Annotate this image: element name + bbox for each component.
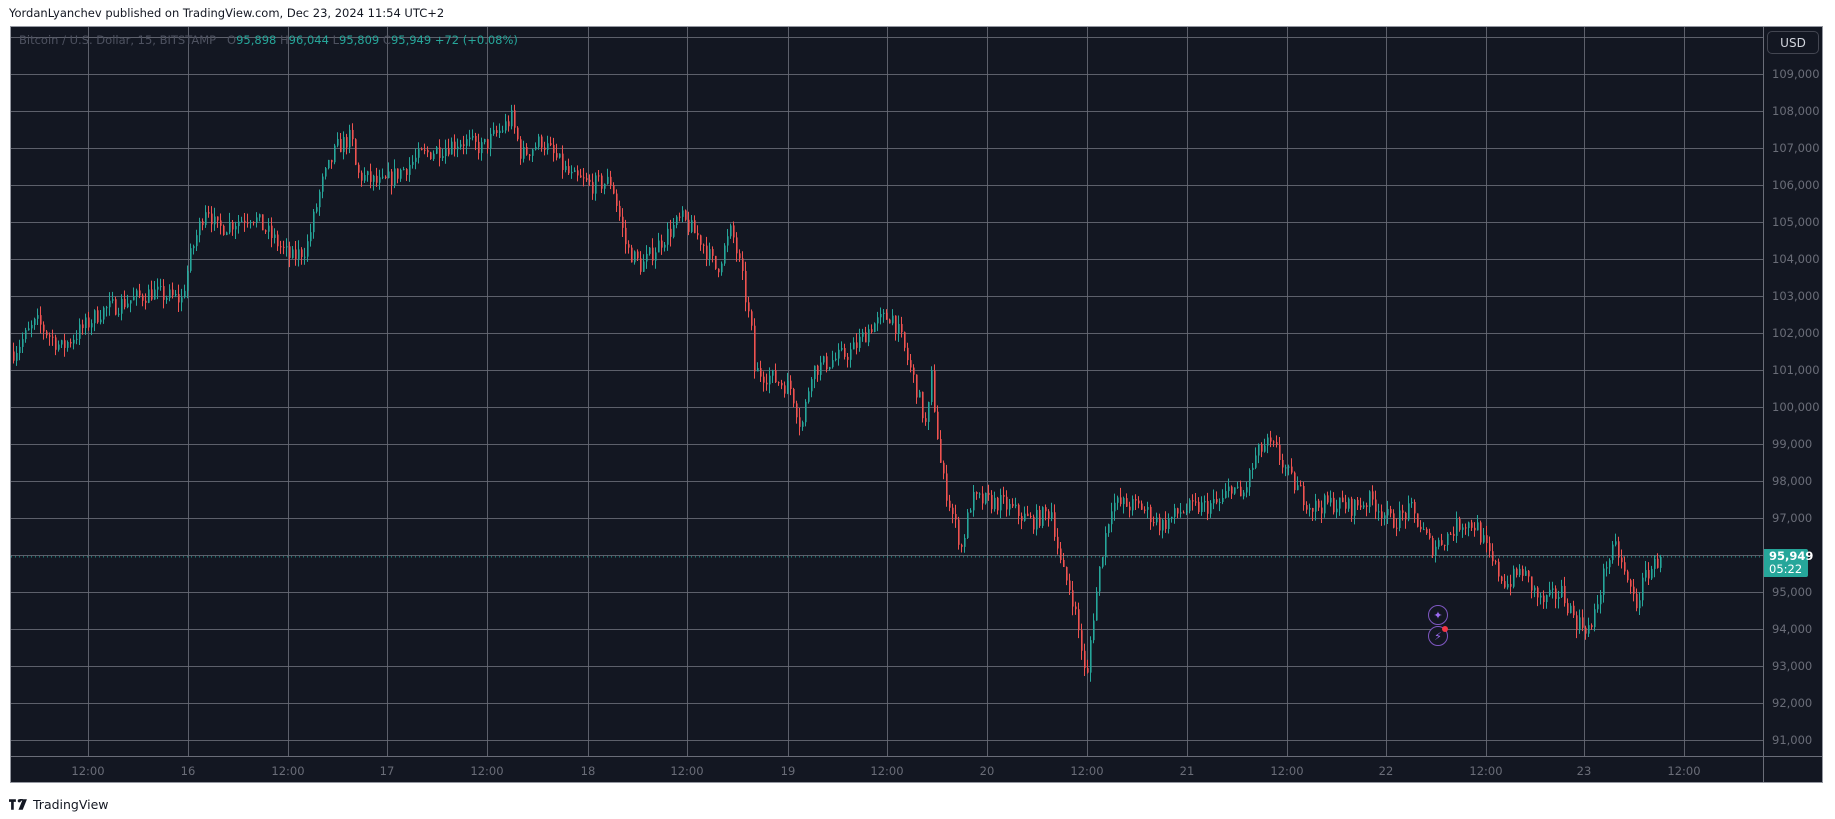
price-tick-label: 109,000 xyxy=(1772,67,1820,81)
low-value: 95,809 xyxy=(339,33,380,47)
time-tick-label: 20 xyxy=(979,764,995,778)
time-tick-label: 12:00 xyxy=(870,764,904,778)
time-tick-label: 12:00 xyxy=(271,764,305,778)
chart-container[interactable]: Bitcoin / U.S. Dollar, 15, BITSTAMP O95,… xyxy=(10,26,1823,783)
time-tick-label: 21 xyxy=(1179,764,1195,778)
open-label: O xyxy=(227,33,237,47)
time-tick-label: 12:00 xyxy=(71,764,105,778)
time-tick-label: 23 xyxy=(1576,764,1592,778)
price-tick-label: 104,000 xyxy=(1772,252,1820,266)
price-tick-label: 101,000 xyxy=(1772,363,1820,377)
time-tick-label: 12:00 xyxy=(470,764,504,778)
lightning-glyph: ⚡ xyxy=(1434,629,1442,643)
close-label: C xyxy=(382,33,391,47)
alert-dot xyxy=(1442,626,1448,632)
price-tick-label: 97,000 xyxy=(1772,511,1813,525)
price-tick-label: 102,000 xyxy=(1772,326,1820,340)
bar-countdown: 05:22 xyxy=(1769,561,1803,576)
tradingview-logo-icon xyxy=(9,799,27,810)
brand-name: TradingView xyxy=(33,797,109,812)
price-tick-label: 95,000 xyxy=(1772,585,1813,599)
price-tick-label: 107,000 xyxy=(1772,141,1820,155)
change-value: +72 (+0.08%) xyxy=(434,33,518,47)
currency-button[interactable]: USD xyxy=(1767,31,1819,54)
price-tick-label: 93,000 xyxy=(1772,659,1813,673)
time-tick-label: 12:00 xyxy=(670,764,704,778)
time-tick-label: 19 xyxy=(780,764,796,778)
symbol-legend: Bitcoin / U.S. Dollar, 15, BITSTAMP O95,… xyxy=(19,33,518,47)
time-tick-label: 12:00 xyxy=(1270,764,1304,778)
price-tick-label: 94,000 xyxy=(1772,622,1813,636)
time-tick-label: 12:00 xyxy=(1070,764,1104,778)
price-tick-label: 92,000 xyxy=(1772,696,1813,710)
price-tick-label: 98,000 xyxy=(1772,474,1813,488)
time-tick-label: 17 xyxy=(379,764,395,778)
published-line: YordanLyanchev published on TradingView.… xyxy=(9,6,445,20)
price-tick-label: 105,000 xyxy=(1772,215,1820,229)
time-tick-label: 16 xyxy=(180,764,196,778)
time-axis[interactable]: 12:00 16 12:00 17 12:00 18 12:00 19 12:00 20 12:00… xyxy=(11,756,1822,782)
last-price-label: 95,949 05:22 xyxy=(1764,548,1814,577)
price-tick-label: 106,000 xyxy=(1772,178,1820,192)
close-value: 95,949 xyxy=(390,33,432,47)
time-tick-label: 12:00 xyxy=(1469,764,1503,778)
footer-brand: TradingView xyxy=(9,797,109,812)
high-label: H xyxy=(280,33,289,47)
time-tick-label: 12:00 xyxy=(1667,764,1701,778)
sparkle-glyph: ✦ xyxy=(1433,608,1443,622)
price-tick-label: 103,000 xyxy=(1772,289,1820,303)
time-tick-label: 22 xyxy=(1378,764,1394,778)
open-value: 95,898 xyxy=(236,33,277,47)
plot-area[interactable]: Bitcoin / U.S. Dollar, 15, BITSTAMP O95,… xyxy=(11,27,1763,756)
low-label: L xyxy=(332,33,339,47)
price-axis[interactable]: USD 109,000 108,000 107,000 106,000 105,000 1… xyxy=(1763,27,1822,756)
price-tick-label: 91,000 xyxy=(1772,733,1813,747)
symbol-title: Bitcoin / U.S. Dollar, 15, BITSTAMP xyxy=(19,33,217,47)
axis-corner xyxy=(1763,757,1822,782)
price-tick-label: 99,000 xyxy=(1772,437,1813,451)
last-price-value: 95,949 xyxy=(1769,548,1814,563)
candlestick-chart[interactable] xyxy=(11,27,1763,756)
high-value: 96,044 xyxy=(288,33,329,47)
sparkle-icon[interactable]: ✦ xyxy=(1428,605,1448,625)
price-tick-label: 108,000 xyxy=(1772,104,1820,118)
time-tick-label: 18 xyxy=(580,764,596,778)
price-tick-label: 100,000 xyxy=(1772,400,1820,414)
